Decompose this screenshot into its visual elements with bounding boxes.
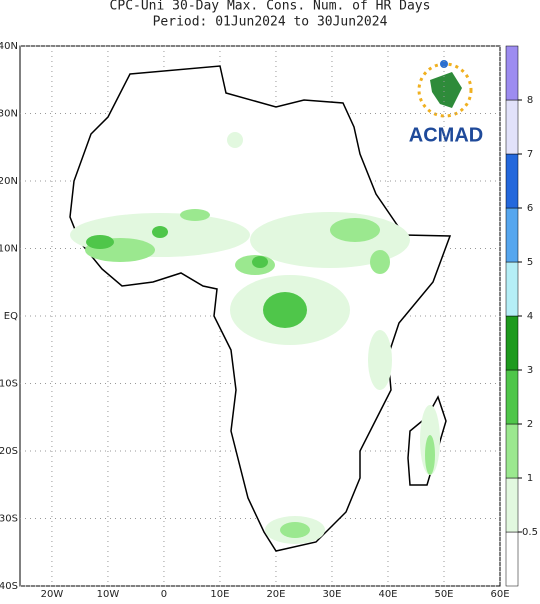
x-tick-label: 0 [161,589,167,600]
colorbar-swatch [505,153,519,209]
subtitle: Period: 01Jun2024 to 30Jun2024 [153,15,388,30]
x-tick-label: 40E [378,589,397,600]
rain-heavy [86,226,307,328]
y-tick-label: 10S [0,379,18,390]
y-tick-label: 30S [0,514,18,525]
y-tick-label: 20N [0,176,18,187]
logo-africa [430,72,462,108]
y-tick-label: 20S [0,446,18,457]
x-tick-label: 60E [490,589,509,600]
colorbar-label: 8 [527,95,533,106]
x-tick-label: 50E [434,589,453,600]
x-tick-label: 20E [266,589,285,600]
colorbar-swatch [505,477,519,533]
colorbar-swatch [505,423,519,479]
colorbar-label: 2 [527,419,533,430]
colorbar-swatch [505,261,519,317]
colorbar-label: 5 [527,257,533,268]
colorbar-label: 4 [527,311,533,322]
y-tick-label: EQ [4,311,18,322]
logo-text: ACMAD [409,124,483,146]
x-tick-label: 10W [97,589,120,600]
land [69,65,452,552]
logo: ACMAD [409,60,483,146]
colorbar-label: 7 [527,149,533,160]
title: CPC-Uni 30-Day Max. Cons. Num. of HR Day… [110,0,431,14]
colorbar-label: 0.5 [522,527,538,538]
colorbar-label: 6 [527,203,533,214]
colorbar-label: 1 [527,473,533,484]
colorbar-swatch [505,99,519,155]
colorbar-label: 3 [527,365,533,376]
y-tick-label: 40N [0,41,18,52]
x-tick-label: 30E [322,589,341,600]
colorbar-swatch [505,369,519,425]
colorbar-swatch [505,315,519,371]
x-tick-label: 20W [41,589,64,600]
colorbar-swatch [505,531,519,587]
y-tick-label: 30N [0,109,18,120]
colorbar-swatch [505,207,519,263]
colorbar-swatch [505,45,519,101]
logo-drop [440,60,448,68]
x-tick-label: 10E [210,589,229,600]
y-tick-label: 40S [0,581,18,592]
y-tick-label: 10N [0,244,18,255]
